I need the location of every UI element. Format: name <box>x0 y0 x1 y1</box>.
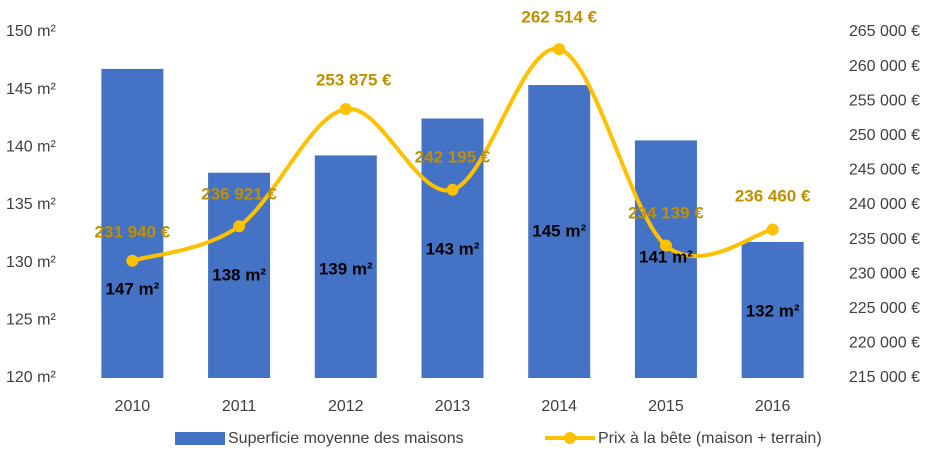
x-tick-label: 2016 <box>755 398 791 415</box>
y2-tick-label: 230 000 € <box>849 265 920 282</box>
legend-swatch <box>175 432 225 445</box>
bar-label: 139 m² <box>319 259 373 278</box>
bar <box>314 155 377 378</box>
y2-tick-label: 225 000 € <box>849 300 920 317</box>
line-label: 253 875 € <box>316 70 392 89</box>
line-label: 236 460 € <box>735 186 811 205</box>
bar <box>101 68 164 378</box>
x-tick-label: 2010 <box>115 398 151 415</box>
marker <box>446 183 459 196</box>
bar <box>741 241 804 378</box>
y2-tick-label: 240 000 € <box>849 196 920 213</box>
y2-tick-label: 215 000 € <box>849 369 920 386</box>
y2-tick-label: 260 000 € <box>849 58 920 75</box>
x-tick-label: 2013 <box>435 398 471 415</box>
line-label: 231 940 € <box>95 222 171 241</box>
bar-label: 138 m² <box>212 265 266 284</box>
y2-tick-label: 255 000 € <box>849 92 920 109</box>
marker <box>233 220 246 233</box>
bar-label: 143 m² <box>426 239 480 258</box>
x-tick-label: 2015 <box>648 398 684 415</box>
bar-label: 147 m² <box>105 279 159 298</box>
y-tick-label: 120 m² <box>6 369 56 386</box>
marker <box>766 223 779 236</box>
line-label: 234 139 € <box>628 203 704 222</box>
marker <box>659 239 672 252</box>
bar <box>528 85 591 378</box>
y2-tick-label: 265 000 € <box>849 23 920 40</box>
marker <box>553 43 566 56</box>
y2-tick-label: 220 000 € <box>849 335 920 352</box>
y-tick-label: 140 m² <box>6 139 56 156</box>
y2-tick-label: 245 000 € <box>849 162 920 179</box>
y-tick-label: 135 m² <box>6 196 56 213</box>
marker <box>126 254 139 267</box>
y-tick-label: 130 m² <box>6 254 56 271</box>
bar <box>421 118 484 378</box>
marker <box>339 102 352 115</box>
line-label: 242 195 € <box>415 147 491 166</box>
y-tick-label: 125 m² <box>6 312 56 329</box>
x-tick-label: 2014 <box>541 398 577 415</box>
bar-label: 145 m² <box>532 221 586 240</box>
y2-tick-label: 235 000 € <box>849 231 920 248</box>
line-label: 262 514 € <box>521 7 597 26</box>
y2-tick-label: 250 000 € <box>849 127 920 144</box>
x-tick-label: 2011 <box>222 398 257 415</box>
bar-label: 132 m² <box>746 301 800 320</box>
legend-label: Prix à la bête (maison + terrain) <box>598 430 822 447</box>
bar <box>634 140 697 378</box>
x-tick-label: 2012 <box>328 398 364 415</box>
y-tick-label: 150 m² <box>6 23 56 40</box>
y-tick-label: 145 m² <box>6 81 56 98</box>
legend-label: Superficie moyenne des maisons <box>228 430 464 447</box>
line-label: 236 921 € <box>201 184 277 203</box>
bar-label: 141 m² <box>639 247 693 266</box>
line <box>131 47 774 263</box>
legend-marker <box>564 432 576 444</box>
